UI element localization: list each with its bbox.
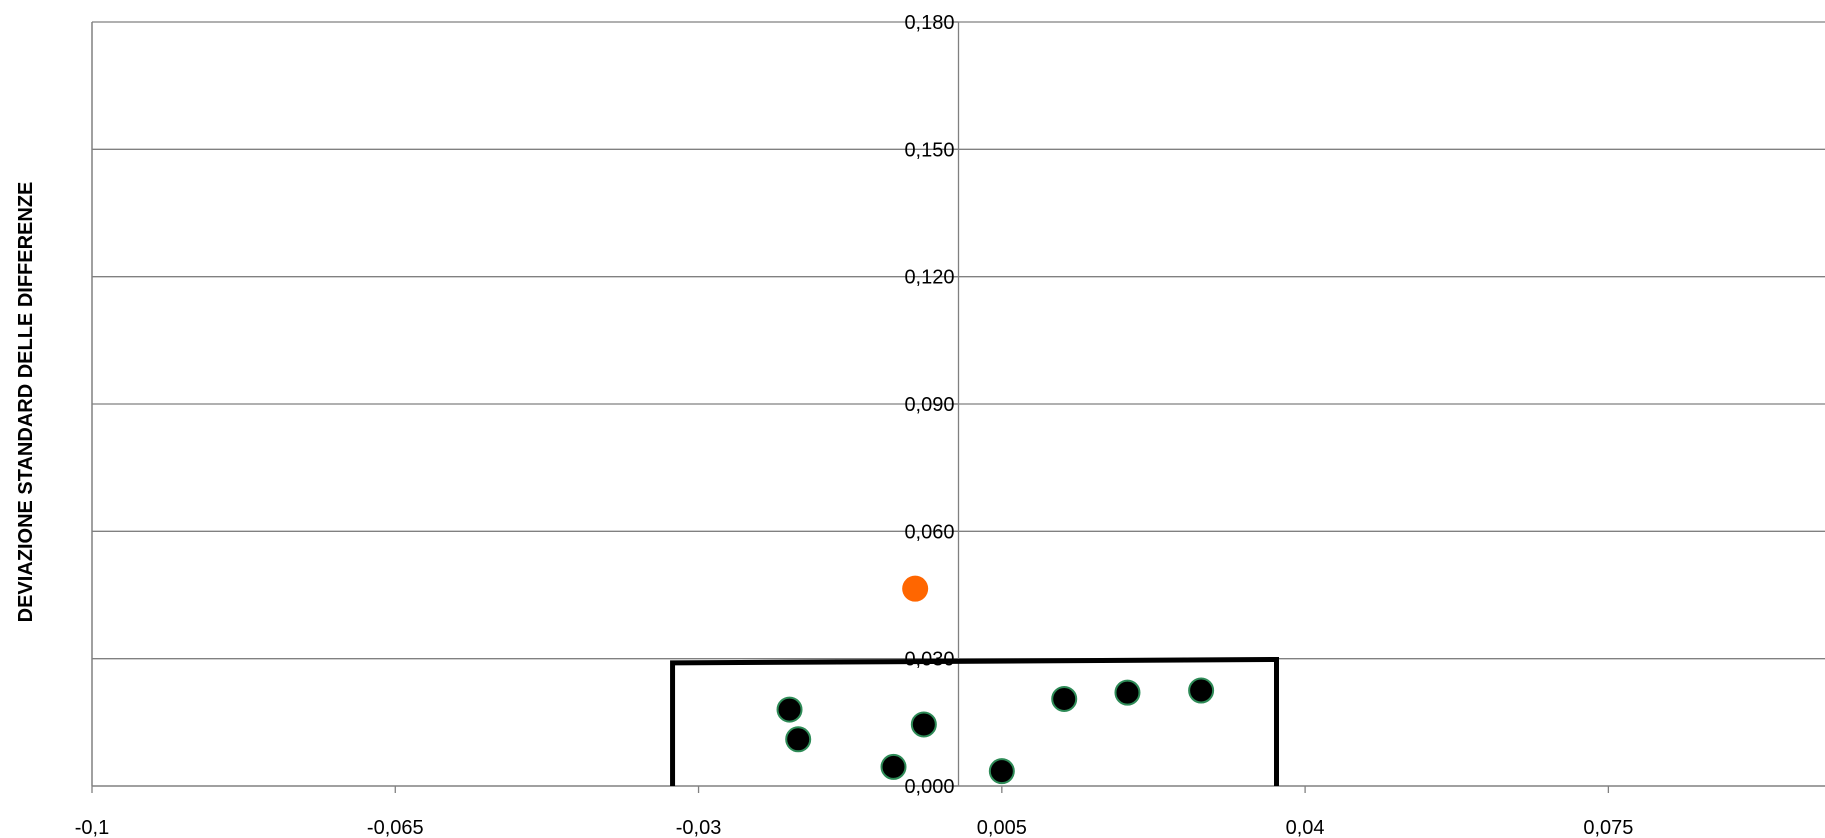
y-tick-label: 0,090 — [904, 394, 954, 416]
x-tick-label: 0,075 — [1583, 817, 1633, 838]
data-point — [988, 758, 1015, 785]
data-point — [1188, 677, 1215, 704]
outlier-point — [902, 575, 929, 602]
y-tick-label: 0,120 — [904, 267, 954, 289]
y-tick-label: 0,030 — [904, 649, 954, 671]
x-tick-label: 0,04 — [1286, 817, 1325, 838]
region-outline — [670, 657, 1280, 786]
x-tick-label: -0,065 — [367, 817, 424, 838]
x-tick-label: 0,005 — [977, 817, 1027, 838]
data-point — [785, 726, 812, 753]
data-point — [1114, 679, 1141, 706]
x-tick-label: -0,03 — [676, 817, 722, 838]
data-point — [776, 696, 803, 723]
axes — [91, 21, 1825, 793]
data-point — [880, 753, 907, 780]
y-tick-label: 0,150 — [904, 139, 954, 161]
x-tick-label: -0,1 — [75, 817, 109, 838]
y-tick-label: 0,000 — [904, 776, 954, 798]
data-point — [1051, 685, 1078, 712]
tolerance-region — [670, 657, 1280, 786]
y-tick-label: 0,060 — [904, 521, 954, 543]
y-axis-label: DEVIAZIONE STANDARD DELLE DIFFERENZE — [15, 182, 37, 623]
data-points — [776, 575, 1215, 785]
tick-labels: 0,000 0,030 0,060 0,090 0,120 0,150 0,180 -0,1 -… — [75, 12, 1634, 838]
data-point — [910, 711, 937, 738]
y-tick-label: 0,180 — [904, 12, 954, 34]
